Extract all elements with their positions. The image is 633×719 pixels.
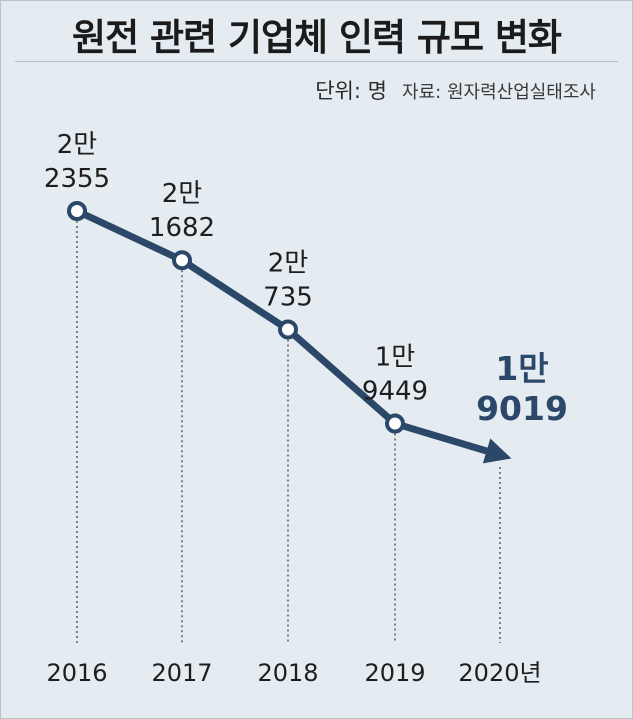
data-point-0 xyxy=(67,201,87,221)
arrow-head xyxy=(482,438,512,464)
data-label-value-4: 9019 xyxy=(476,389,568,428)
x-tick-label-0: 2016 xyxy=(46,659,107,687)
data-label-value-3: 9449 xyxy=(362,377,428,407)
unit-label: 단위: 명 xyxy=(315,79,387,103)
data-label-top-3: 1만 xyxy=(375,343,415,373)
chart-meta: 단위: 명 자료: 원자력산업실태조사 xyxy=(315,75,596,105)
x-tick-label-3: 2019 xyxy=(364,659,425,687)
title-divider xyxy=(15,61,618,62)
x-tick-label-4: 2020년 xyxy=(458,659,541,687)
data-label-top-4: 1만 xyxy=(495,349,548,388)
x-tick-label-2: 2018 xyxy=(257,659,318,687)
chart-title: 원전 관련 기업체 인력 규모 변화 xyxy=(72,16,562,59)
data-label-top-1: 2만 xyxy=(162,179,202,209)
data-label-top-0: 2만 xyxy=(57,130,97,160)
data-label-value-1: 1682 xyxy=(149,213,215,243)
x-tick-label-1: 2017 xyxy=(151,659,212,687)
data-point-3 xyxy=(385,413,405,434)
data-label-top-2: 2만 xyxy=(268,248,308,278)
source-label: 자료: 원자력산업실태조사 xyxy=(402,82,596,103)
data-point-2 xyxy=(278,319,298,340)
data-label-value-0: 2355 xyxy=(44,164,110,194)
data-label-value-2: 735 xyxy=(263,282,313,312)
data-point-1 xyxy=(172,250,192,271)
